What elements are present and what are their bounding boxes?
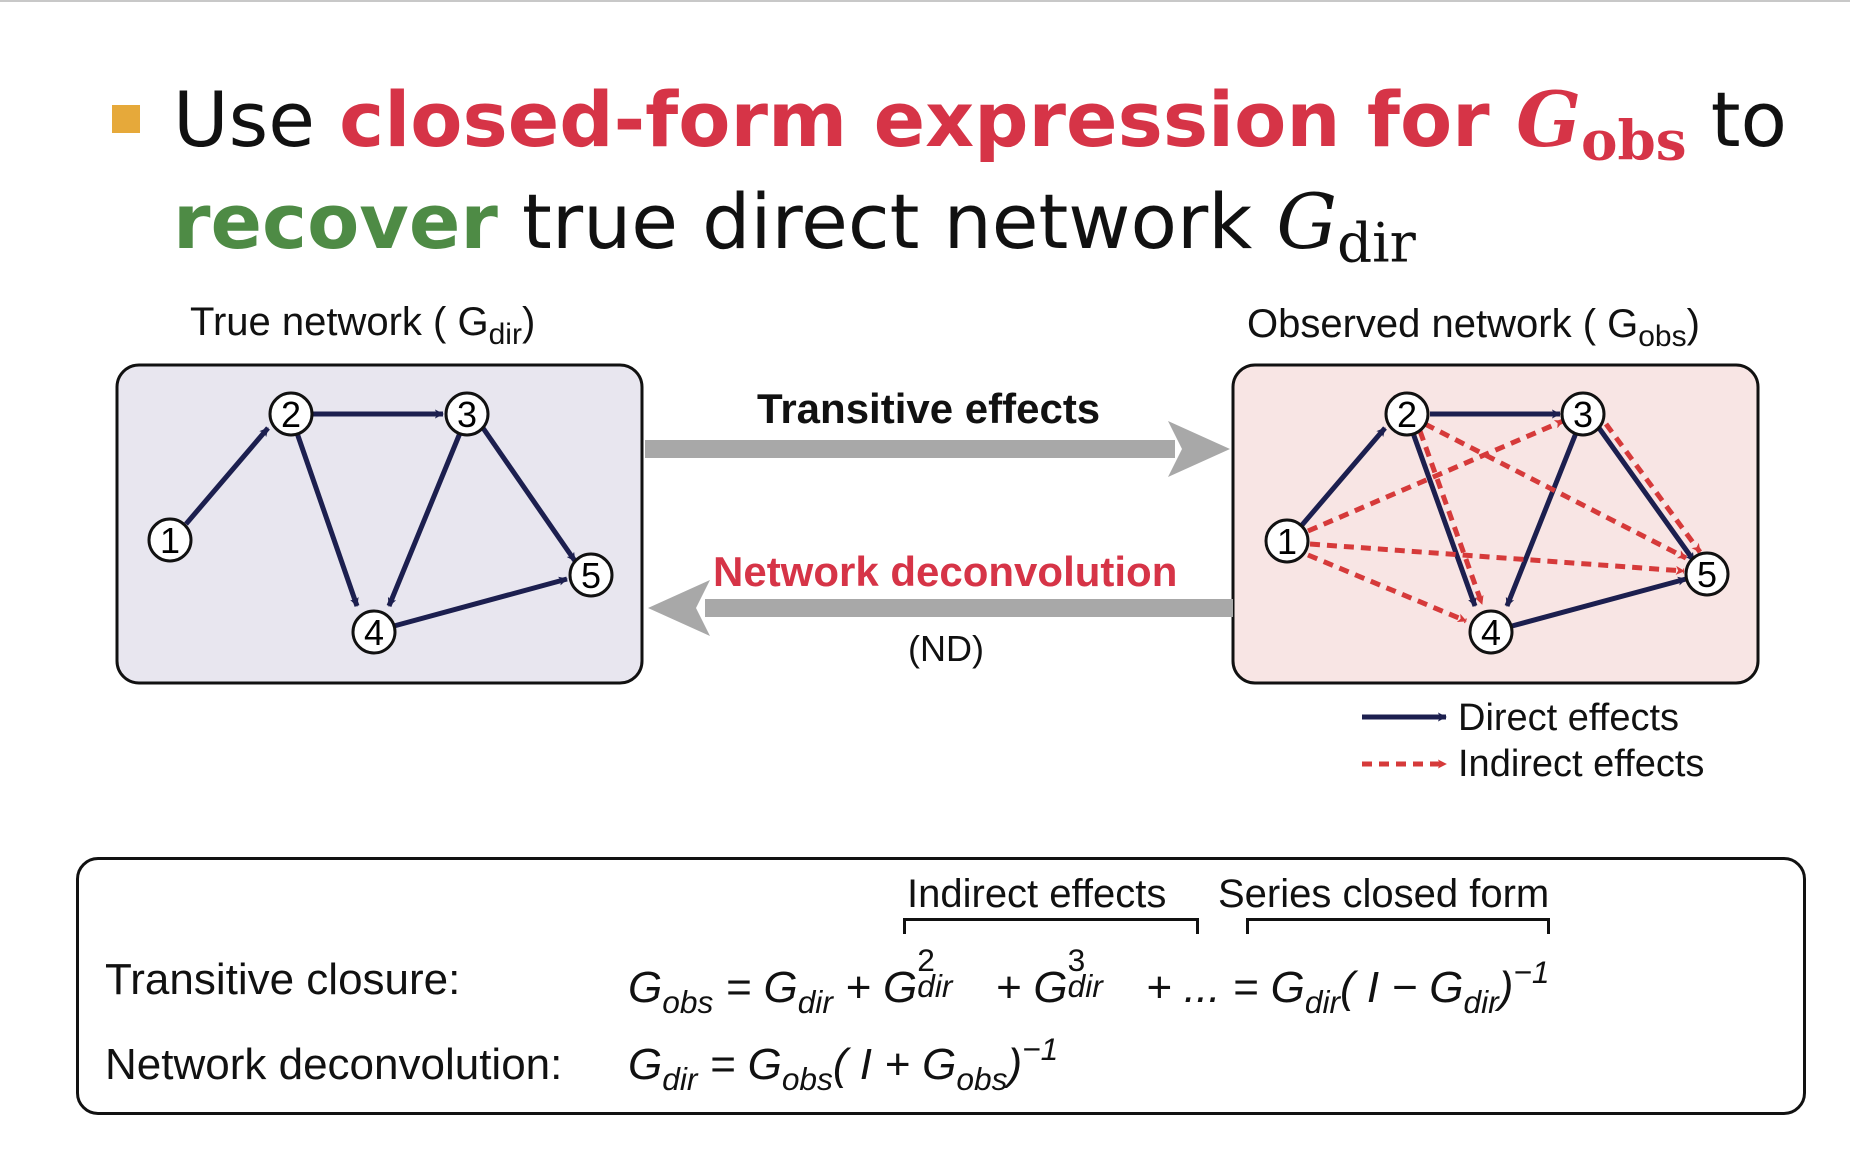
label-sub: dir <box>488 318 522 351</box>
title-highlight-text: closed-form expression for <box>339 75 1517 164</box>
obs-node-1: 1 <box>1264 518 1310 564</box>
obs-indirect-2-5 <box>1423 421 1688 561</box>
title-math-gobs: Gobs <box>1516 75 1686 169</box>
obs-node-5: 5 <box>1684 551 1730 597</box>
label-sub: obs <box>1638 320 1687 353</box>
transitive-effects-label: Transitive effects <box>757 385 1101 432</box>
title-line-2: recover true direct network Gdir <box>173 184 1416 271</box>
math-sub: dir <box>1337 210 1416 275</box>
label-prefix: True network ( G <box>190 300 489 344</box>
obs-indirect-2-4 <box>1417 430 1485 605</box>
indirect-effects-label: Indirect effects <box>907 872 1167 916</box>
edge-4-5 <box>393 576 568 629</box>
node-label: 5 <box>581 555 601 596</box>
observed-network-panel <box>1231 363 1760 685</box>
true-network-panel <box>115 363 644 685</box>
obs-edge-3-4 <box>1504 432 1579 607</box>
title-line2-text: true direct network <box>497 177 1277 266</box>
title-line-1: Use closed-form expression for Gobs to <box>173 82 1787 169</box>
title-highlight-red: closed-form expression for Gobs <box>339 75 1686 169</box>
label-prefix: Observed network ( G <box>1247 302 1639 346</box>
node-label: 4 <box>1481 612 1501 653</box>
node-label: 1 <box>160 520 180 561</box>
edge-1-2 <box>184 426 270 526</box>
label-suffix: ) <box>521 300 536 344</box>
nd-abbreviation: (ND) <box>908 628 984 669</box>
edge-3-4 <box>386 432 463 607</box>
math-sub: obs <box>1581 108 1687 173</box>
observed-indirect-edges <box>1307 418 1703 624</box>
title-math-gdir: Gdir <box>1276 177 1415 271</box>
bullet-marker <box>112 105 140 133</box>
transitive-effects-arrow-head <box>1168 421 1230 477</box>
obs-edge-4-5 <box>1511 576 1687 629</box>
node-3: 3 <box>444 391 490 437</box>
node-label: 4 <box>364 612 384 653</box>
obs-node-3: 3 <box>1560 391 1606 437</box>
legend-indirect-label: Indirect effects <box>1458 743 1705 785</box>
obs-edge-3-5 <box>1596 426 1697 563</box>
deconvolution-arrow-head <box>648 580 710 636</box>
math-base: G <box>1516 75 1582 164</box>
series-closed-form-bracket <box>1246 918 1550 934</box>
obs-edge-1-2 <box>1300 426 1387 527</box>
edge-3-5 <box>480 426 578 563</box>
edge-2-4 <box>294 432 360 607</box>
series-closed-form-label: Series closed form <box>1218 872 1550 916</box>
transitive-closure-label: Transitive closure: <box>105 955 461 1004</box>
true-network-nodes: 1 2 3 4 5 <box>147 391 614 655</box>
obs-indirect-3-5 <box>1603 422 1703 554</box>
node-2: 2 <box>268 391 314 437</box>
true-network-edges <box>184 409 578 629</box>
node-label: 3 <box>457 394 477 435</box>
indirect-effects-bracket <box>903 918 1199 934</box>
network-deconvolution-equation: Gdir = Gobs( I + Gobs)−1 <box>628 1031 1059 1098</box>
obs-indirect-1-4 <box>1307 552 1467 624</box>
obs-indirect-1-3 <box>1307 418 1564 534</box>
title-highlight-green: recover <box>173 177 498 266</box>
observed-network-label: Observed network ( Gobs) <box>1247 302 1700 352</box>
obs-node-2: 2 <box>1384 391 1430 437</box>
observed-network-nodes: 1 2 3 4 5 <box>1264 391 1730 655</box>
node-label: 2 <box>1397 394 1417 435</box>
legend-direct-label: Direct effects <box>1458 697 1680 739</box>
node-1: 1 <box>147 517 193 563</box>
title-prefix: Use <box>173 75 340 164</box>
transitive-closure-equation: Gobs = Gdir + G 2 dir + G 3 dir + ... = Gdir… <box>628 941 1550 1021</box>
network-deconvolution-row-label: Network deconvolution: <box>105 1040 563 1089</box>
network-deconvolution-label: Network deconvolution <box>713 548 1178 595</box>
node-label: 2 <box>281 394 301 435</box>
top-border <box>0 0 1850 2</box>
node-4: 4 <box>351 609 397 655</box>
title-suffix: to <box>1686 75 1788 164</box>
observed-direct-edges <box>1300 409 1697 629</box>
node-label: 5 <box>1697 554 1717 595</box>
math-base: G <box>1276 177 1338 266</box>
node-5: 5 <box>568 552 614 598</box>
true-network-label: True network ( Gdir) <box>190 300 536 350</box>
node-label: 3 <box>1573 394 1593 435</box>
equation-box <box>76 857 1806 1115</box>
obs-edge-2-4 <box>1410 432 1478 607</box>
obs-indirect-1-5 <box>1309 541 1685 575</box>
obs-node-4: 4 <box>1468 609 1514 655</box>
label-suffix: ) <box>1686 302 1700 346</box>
node-label: 1 <box>1277 521 1297 562</box>
